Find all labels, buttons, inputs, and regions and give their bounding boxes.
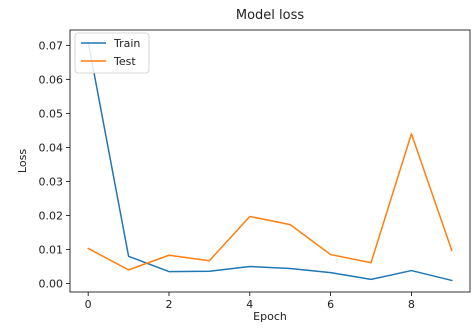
series-layer — [87, 41, 453, 282]
plot-frame — [69, 29, 471, 293]
x-tick-label: 6 — [327, 298, 334, 311]
y-tick-label: 0.02 — [39, 209, 64, 222]
x-tick-label: 8 — [408, 298, 415, 311]
y-tick-label: 0.00 — [39, 277, 64, 290]
x-tick-label: 4 — [246, 298, 253, 311]
y-tick-label: 0.06 — [39, 73, 64, 86]
x-axis-title: Epoch — [253, 310, 287, 323]
y-axis-title: Loss — [16, 149, 29, 173]
y-tick-label: 0.07 — [39, 39, 64, 52]
y-axis-ticks: 0.00 0.01 0.02 0.03 0.04 0.05 0.06 0.07 — [39, 39, 70, 290]
plot-area — [69, 29, 471, 293]
legend-label-test: Test — [113, 55, 136, 68]
series-line-train — [87, 41, 453, 282]
y-tick-label: 0.03 — [39, 175, 64, 188]
x-tick-label: 2 — [165, 298, 172, 311]
x-tick-label: 0 — [85, 298, 92, 311]
x-axis-ticks: 0 2 4 6 8 — [85, 292, 415, 311]
chart-title: Model loss — [236, 8, 305, 23]
y-tick-label: 0.01 — [39, 243, 64, 256]
y-tick-label: 0.04 — [39, 141, 64, 154]
series-line-test — [87, 133, 453, 271]
y-tick-label: 0.05 — [39, 107, 64, 120]
legend-label-train: Train — [113, 37, 140, 50]
legend: Train Test — [74, 32, 150, 74]
